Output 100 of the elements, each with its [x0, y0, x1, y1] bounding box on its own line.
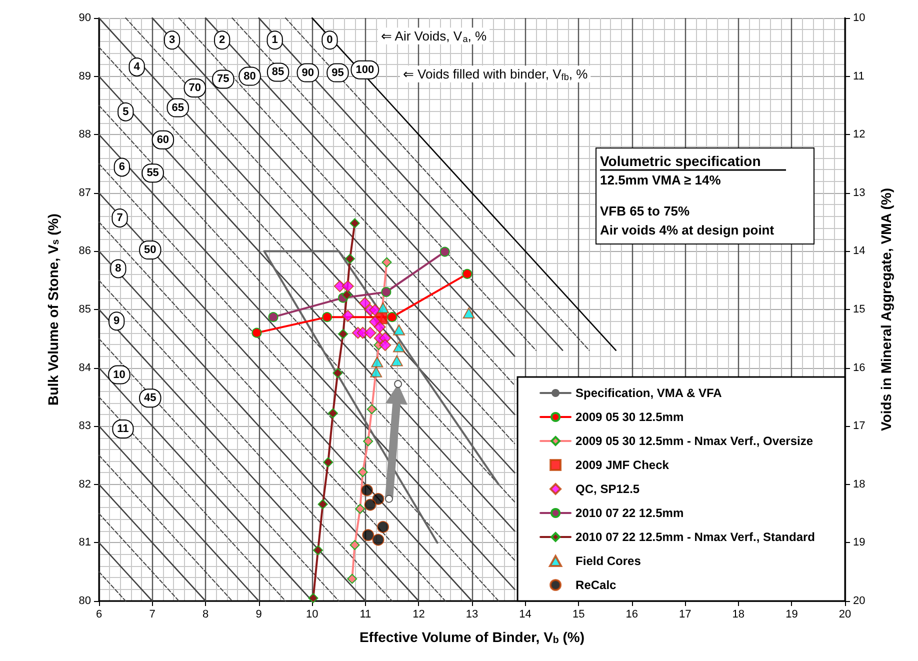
point: [323, 457, 334, 468]
point: [374, 320, 386, 333]
x-tick-label: 20: [838, 608, 852, 620]
annotation: 70: [188, 82, 202, 94]
legend-label: QC, SP12.5: [576, 482, 640, 496]
point: [371, 356, 384, 368]
y-tick-label: 90: [78, 12, 91, 24]
point: [350, 218, 360, 228]
annotation: ⇐ Air Voids, Va, %: [381, 28, 487, 44]
point: [268, 312, 278, 322]
y-tick-label: 80: [78, 595, 91, 607]
legend-label: 2010 07 22 12.5mm: [576, 506, 684, 520]
point: [342, 310, 354, 322]
y2-axis-title: Voids in Mineral Aggregate, VMA (%): [878, 188, 894, 431]
annotation: 95: [332, 66, 344, 79]
point: [390, 355, 403, 366]
y-tick-label: 81: [78, 536, 91, 549]
annotation: 90: [302, 66, 314, 79]
x-tick-label: 18: [732, 608, 745, 620]
annotation: VFB 65 to 75%: [600, 204, 690, 218]
point: [364, 326, 376, 339]
x-tick-label: 17: [679, 608, 692, 620]
annotation: Volumetric specification: [600, 153, 761, 169]
y-tick-label: 88: [78, 128, 91, 141]
point: [338, 328, 348, 339]
point: [381, 287, 392, 298]
point: [342, 280, 354, 292]
annotation: 12.5mm VMA ≥ 14%: [600, 172, 722, 188]
y-axis-title: Bulk Volume of Stone, Vs (%): [44, 214, 62, 406]
x-tick-label: 14: [519, 608, 532, 620]
point: [387, 312, 398, 322]
annotation: 4: [134, 60, 141, 73]
annotation: 75: [217, 73, 230, 86]
y2-tick-label: 17: [853, 420, 866, 432]
annotation: 55: [146, 167, 159, 180]
point: [372, 534, 384, 546]
point: [363, 436, 374, 446]
annotation: 85: [272, 66, 284, 78]
x-tick-label: 11: [360, 608, 372, 620]
y2-tick-label: 13: [853, 186, 866, 199]
annotation: Air voids 4% at design point: [600, 222, 775, 238]
annotation: 50: [144, 244, 156, 256]
legend-label: 2010 07 22 12.5mm - Nmax Verf., Standard: [576, 530, 816, 544]
point: [328, 408, 338, 418]
y-tick-label: 87: [78, 186, 91, 199]
y-tick-label: 84: [78, 362, 91, 374]
point: [342, 290, 352, 300]
point: [358, 297, 371, 310]
y2-tick-label: 18: [853, 478, 866, 490]
point: [308, 593, 318, 604]
point: [364, 498, 376, 511]
x-tick-label: 15: [572, 608, 585, 620]
point: [322, 312, 332, 322]
annotation: 7: [116, 212, 123, 224]
legend-label: 2009 05 30 12.5mm: [576, 410, 684, 424]
y-tick-label: 83: [78, 420, 91, 432]
legend-label: 2009 05 30 12.5mm - Nmax Verf., Oversize: [576, 434, 814, 448]
point: [440, 246, 450, 257]
annotation: 2: [219, 34, 226, 46]
point: [393, 324, 405, 336]
y2-tick-label: 19: [853, 536, 866, 549]
point: [318, 499, 328, 510]
x-tick-label: 6: [96, 608, 102, 620]
annotation: 45: [144, 392, 156, 404]
point: [347, 574, 358, 584]
y-tick-label: 85: [78, 304, 91, 316]
y-tick-label: 86: [78, 245, 91, 258]
point: [344, 254, 355, 264]
y2-tick-label: 16: [853, 362, 866, 374]
point: [377, 302, 390, 314]
annotation: 10: [113, 368, 126, 381]
legend-label: 2009 JMF Check: [576, 458, 670, 472]
point: [358, 467, 368, 478]
y-tick-label: 82: [78, 478, 91, 490]
annotation: 1: [272, 34, 278, 46]
point: [462, 268, 472, 279]
y2-tick-label: 12: [853, 128, 866, 141]
point: [369, 304, 382, 316]
annotation: 60: [156, 134, 170, 146]
x-tick-label: 10: [306, 608, 318, 620]
point: [379, 339, 392, 352]
y2-tick-label: 14: [853, 245, 866, 258]
point: [313, 545, 324, 556]
annotation: 80: [244, 70, 256, 82]
y2-tick-label: 11: [853, 70, 864, 82]
y2-tick-label: 10: [853, 12, 866, 24]
point: [361, 484, 374, 496]
x-tick-label: 13: [466, 608, 478, 620]
legend-label: Field Cores: [576, 554, 642, 568]
point: [462, 308, 475, 318]
annotation: 11: [117, 423, 129, 436]
x-tick-label: 9: [256, 608, 262, 620]
y-tick-label: 89: [78, 70, 91, 82]
legend-label: Specification, VMA & VFA: [576, 386, 722, 400]
annotation: 65: [172, 102, 184, 114]
annotation: 100: [356, 64, 374, 76]
point: [350, 540, 360, 550]
point: [377, 520, 390, 533]
annotation: ⇐ Voids filled with binder, Vfb, %: [403, 66, 588, 82]
x-tick-label: 12: [412, 608, 425, 620]
